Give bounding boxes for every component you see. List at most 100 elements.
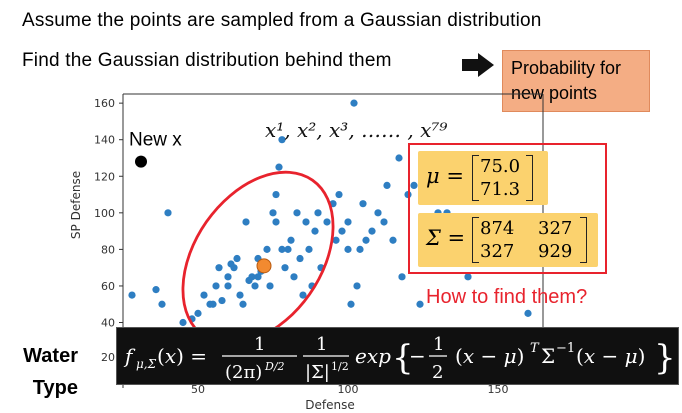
data-point [284,245,292,253]
data-point [305,245,313,253]
data-point [299,291,307,299]
x-tick-label: 150 [488,383,509,396]
mu-cell: μ = 75.0 71.3 [418,151,548,205]
data-point [152,286,160,294]
svg-text:μ,Σ: μ,Σ [136,357,157,371]
data-point [389,236,397,244]
data-point [266,282,274,290]
data-point [347,300,355,308]
data-point [281,264,289,272]
data-point [242,218,250,226]
y-tick-label: 100 [94,207,115,220]
y-tick-label: 140 [94,134,115,147]
y-tick-label: 160 [94,97,115,110]
data-point [311,227,319,235]
x-tick-label: 50 [191,383,205,396]
data-point [362,236,370,244]
data-point [251,282,259,290]
mean-point [256,258,272,274]
svg-text:Σ: Σ [541,344,555,368]
data-point [410,181,418,190]
sigma-11: 874 [480,218,515,239]
data-point [194,309,202,317]
data-point [200,291,208,299]
data-point [224,273,232,281]
data-point [374,209,382,217]
svg-text:−1: −1 [556,341,575,356]
data-point [230,264,238,272]
data-point [395,154,403,162]
data-point [344,218,352,226]
formula-render: f μ,Σ (x) = 1 (2π) D/2 1 |Σ| 1/2 exp { −… [123,334,676,383]
x-tick-label: 100 [338,383,359,396]
headline: Assume the points are sampled from a Gau… [22,10,542,31]
data-point [239,300,247,308]
data-point [212,282,220,290]
y-tick-label: 20 [101,351,115,364]
y-tick-label: 60 [101,280,115,293]
mu-value-2: 71.3 [480,179,521,200]
svg-text:1/2: 1/2 [331,360,349,373]
data-point [335,190,343,199]
data-point [524,309,532,317]
probability-box: Probability for new points [502,50,650,112]
data-point [380,218,388,226]
data-point [215,264,223,272]
data-point [272,190,280,199]
data-point [296,254,304,263]
svg-text:f: f [123,344,136,368]
data-point [236,291,244,299]
data-point [302,218,310,226]
data-point [344,245,352,253]
mu-value-1: 75.0 [480,156,521,177]
water-type-line-2: Type [32,377,78,399]
sigma-cell: Σ = 874 327 327 929 [418,213,598,267]
data-point [263,245,271,253]
x-axis-label: Defense [305,398,354,412]
svg-text:(2π): (2π) [225,362,262,383]
data-point [272,218,280,226]
y-tick-label: 40 [101,317,115,330]
data-point [269,209,277,217]
svg-text:−: − [409,344,426,368]
svg-text:T: T [530,341,540,356]
mu-right-bracket [526,155,533,201]
data-point [368,227,376,235]
sigma-right-bracket [580,217,587,263]
mu-left-bracket [472,155,479,201]
data-point [383,181,391,190]
water-type-line-1: Water [23,345,78,367]
data-point [164,209,172,217]
sigma-symbol: Σ = [426,226,466,250]
sigma-12: 327 [538,218,573,239]
data-point [209,300,217,308]
data-point [287,236,295,244]
data-point [314,209,322,217]
data-point [275,163,283,171]
data-point [224,282,232,290]
svg-text:exp: exp [355,344,391,368]
right-arrow-icon [462,53,494,77]
data-point [323,218,331,226]
data-point [338,227,346,235]
data-point [158,300,166,308]
sigma-22: 929 [538,241,573,262]
y-axis-label: SP Defense [69,171,83,239]
data-point [290,273,298,281]
data-point [233,254,241,263]
y-tick-label: 80 [101,243,115,256]
svg-text:1: 1 [254,334,265,355]
probability-line-2: new points [511,83,598,103]
data-point [356,245,364,253]
sigma-left-bracket [472,217,479,263]
svg-text:(x − μ): (x − μ) [455,344,524,368]
probability-line-1: Probability for [511,58,622,78]
svg-text:|Σ|: |Σ| [305,362,330,383]
data-point [464,273,472,281]
data-point [416,300,424,308]
subline: Find the Gaussian distribution behind th… [22,50,392,71]
data-point [353,282,361,290]
how-to-find-caption: How to find them? [426,286,588,308]
new-point-label: New x [129,130,182,151]
